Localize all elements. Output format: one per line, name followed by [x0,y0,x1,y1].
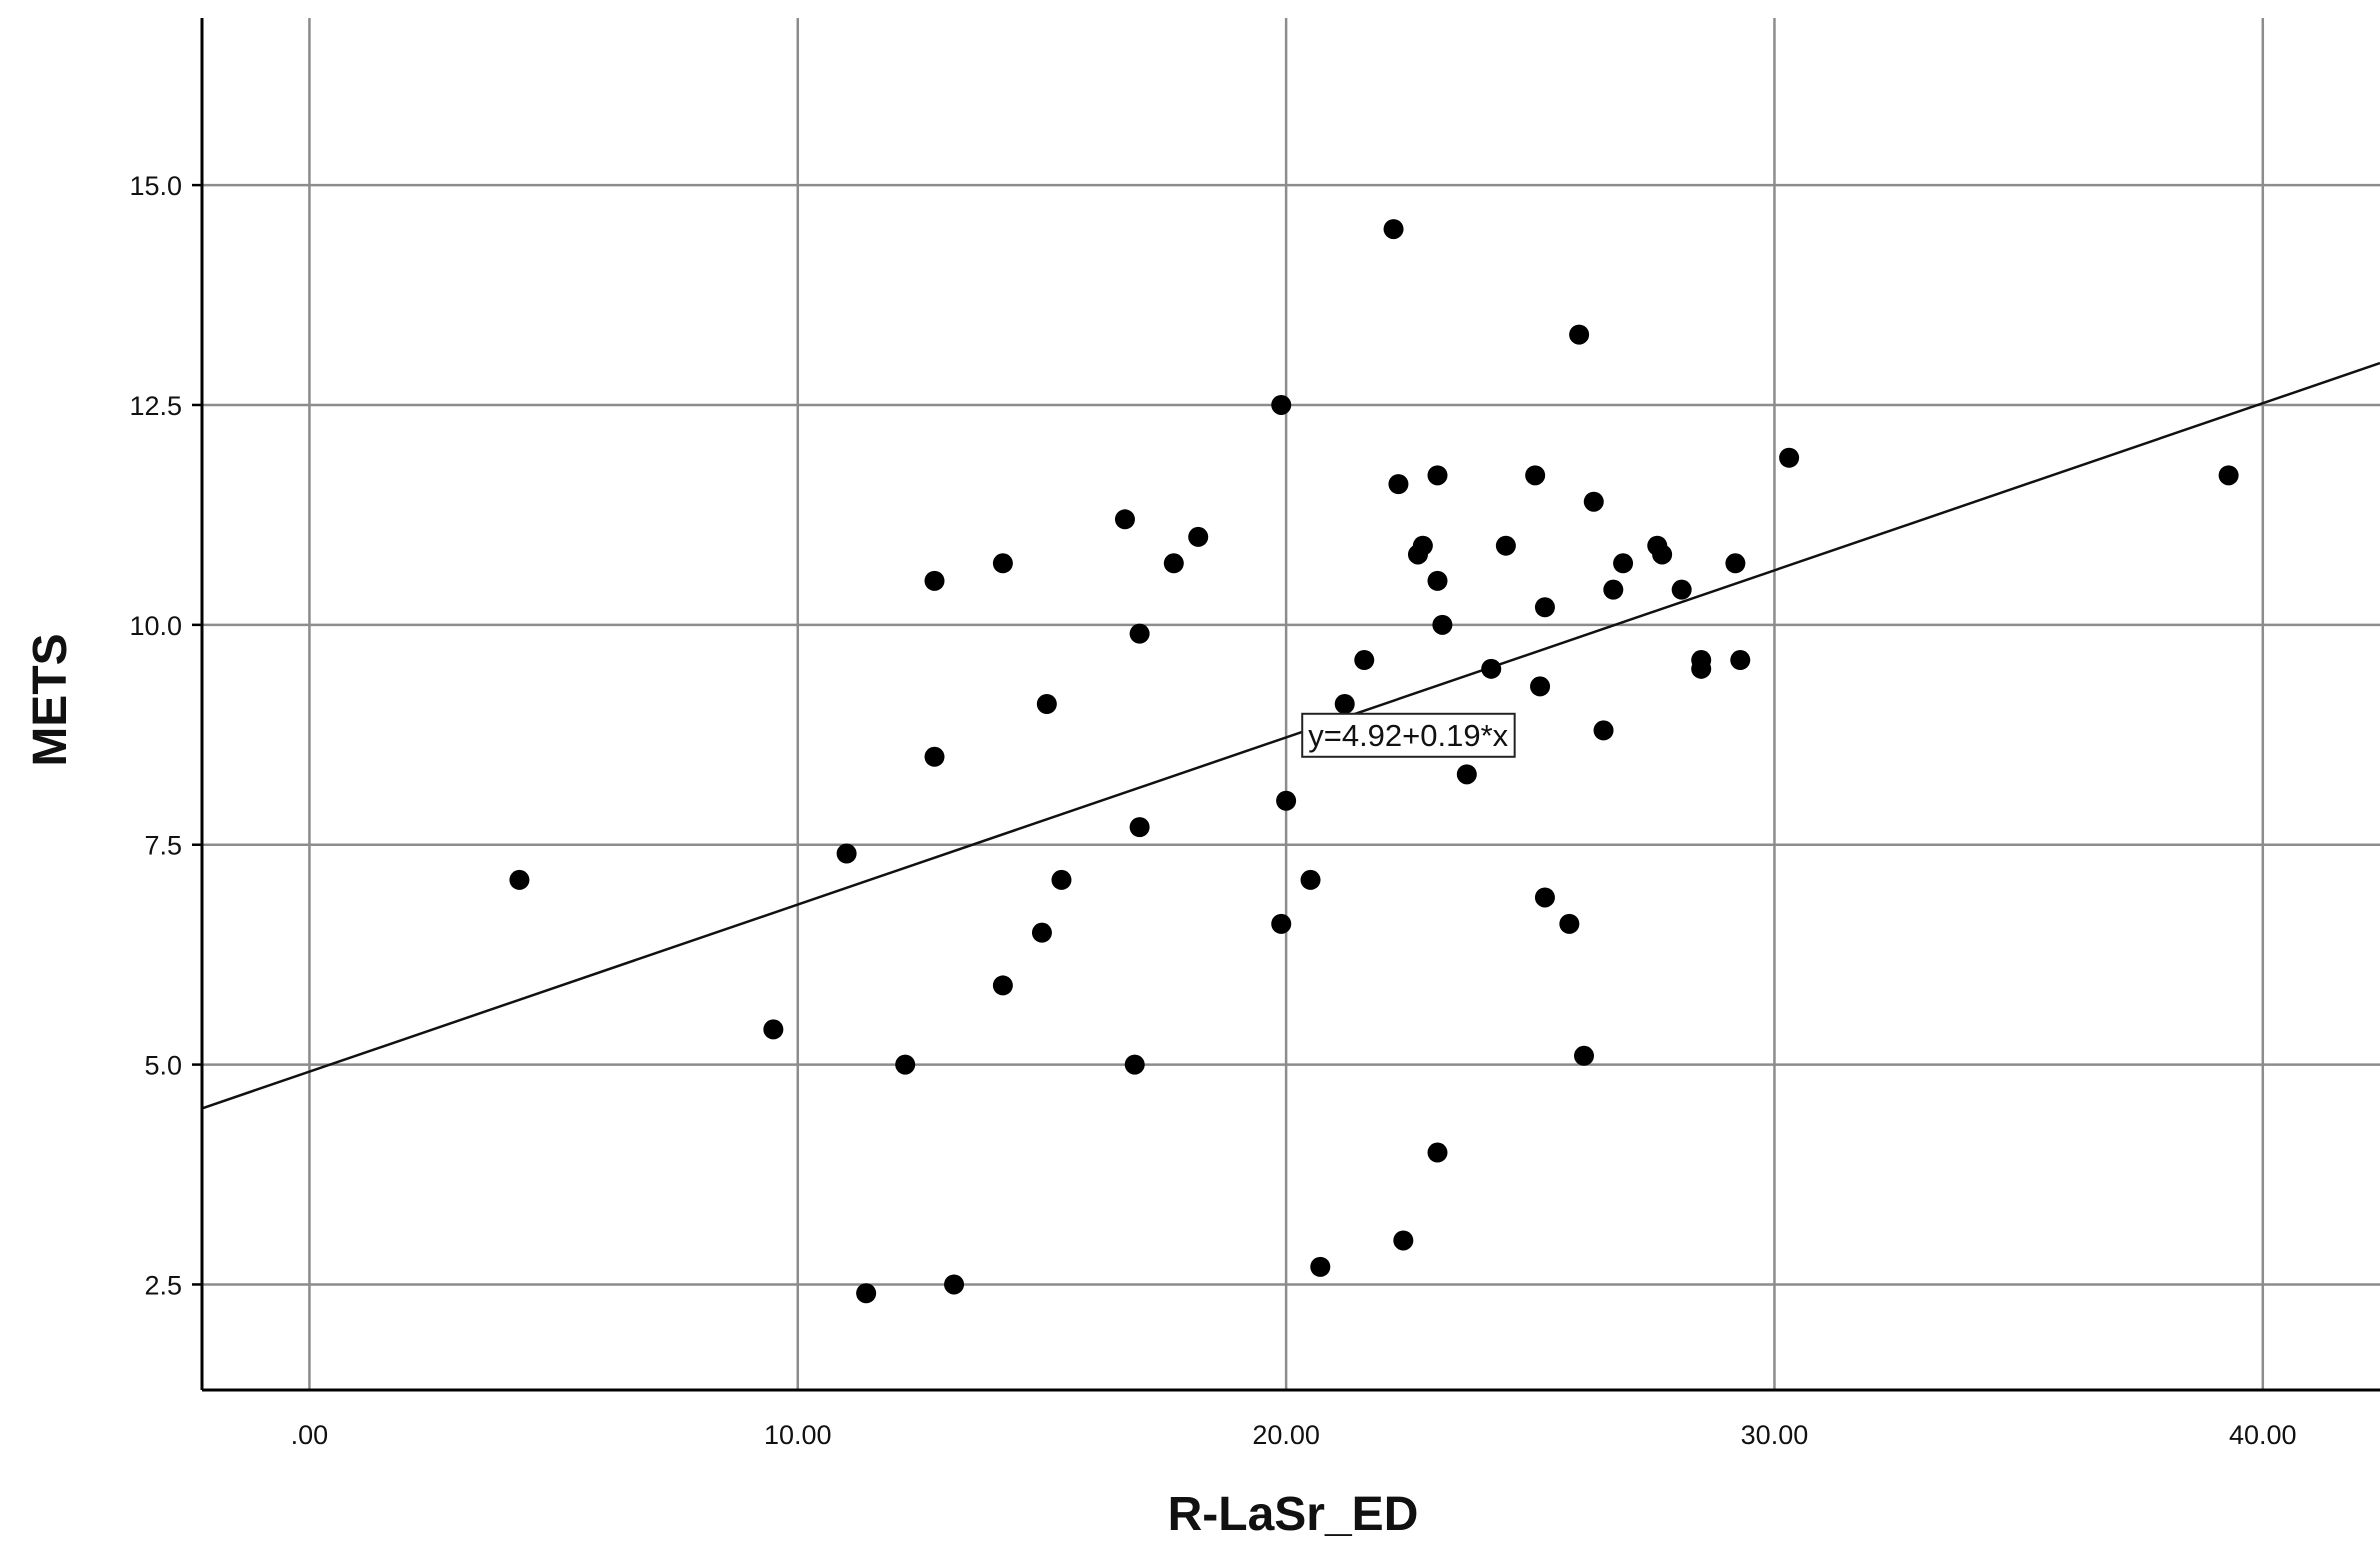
fit-equation-box [1301,712,1516,758]
data-point [895,1054,916,1075]
data-point [1525,465,1546,486]
data-point [1334,694,1355,714]
data-point [1271,394,1292,415]
data-point [1114,509,1135,530]
data-point [1388,474,1409,495]
y-axis-label: METS [24,633,77,766]
data-points [509,219,2239,1304]
data-point [1129,623,1150,644]
data-point [1163,553,1184,574]
data-point [1271,913,1292,934]
data-point [1427,465,1448,486]
data-point [836,843,857,864]
data-point [1051,869,1072,890]
x-tick-label: 40.00 [2229,1420,2297,1450]
data-point [1534,887,1555,908]
y-tick-label: 15.0 [129,171,182,201]
data-point [1730,650,1751,671]
data-point [992,553,1013,574]
data-point [1593,720,1614,741]
data-point [992,975,1013,996]
y-tick-label: 2.5 [144,1270,182,1300]
x-axis-label: R-LaSr_ED [1168,1488,1419,1541]
data-point [1129,817,1150,838]
data-point [1456,764,1477,785]
data-point [1652,544,1673,565]
data-point [1031,922,1052,943]
fit-equation-label: y=4.92+0.19*x [1301,712,1516,758]
data-point [1036,694,1057,714]
x-tick-label: 30.00 [1741,1420,1809,1450]
data-point [1354,650,1375,671]
y-tick-label: 10.0 [129,611,182,641]
data-point [1427,570,1448,591]
data-point [924,746,945,767]
regression-line-group [201,361,2380,1110]
x-tick-label: .00 [291,1420,329,1450]
data-point [1310,1256,1331,1277]
data-point [1569,324,1590,345]
data-point [1530,676,1551,697]
x-tick-label: 20.00 [1252,1420,1320,1450]
data-point [1613,553,1634,574]
data-point [1427,1142,1448,1163]
data-point [509,869,530,890]
data-point [1432,614,1453,635]
data-point [1412,535,1433,556]
fit-equation-text: y=4.92+0.19*x [1308,718,1508,753]
data-point [1383,219,1404,240]
tick-labels: .00 10.00 20.00 30.00 40.00 2.5 5.0 7.5 10.0 12.5… [129,171,2296,1450]
axes [200,18,2380,1392]
data-point [763,1019,784,1040]
data-point [1481,658,1502,679]
data-point [1188,526,1209,547]
data-point [1574,1045,1595,1066]
gridlines [202,18,2380,1390]
data-point [1559,913,1580,934]
regression-line [201,361,2380,1110]
data-point [1583,491,1604,512]
data-point [1534,597,1555,618]
data-point [1124,1054,1145,1075]
data-point [1779,447,1800,468]
x-tick-label: 10.00 [764,1420,832,1450]
data-point [1495,535,1516,556]
data-point [1725,553,1746,574]
data-point [1603,579,1624,600]
y-tick-label: 5.0 [144,1051,182,1081]
data-point [924,570,945,591]
data-point [2218,465,2239,486]
y-tick-label: 7.5 [144,831,182,861]
y-tick-label: 12.5 [129,391,182,421]
data-point [1691,658,1712,679]
data-point [1671,579,1692,600]
data-point [1276,790,1297,811]
data-point [856,1283,877,1304]
data-point [1300,869,1321,890]
data-point [944,1274,965,1295]
data-point [1393,1230,1414,1251]
